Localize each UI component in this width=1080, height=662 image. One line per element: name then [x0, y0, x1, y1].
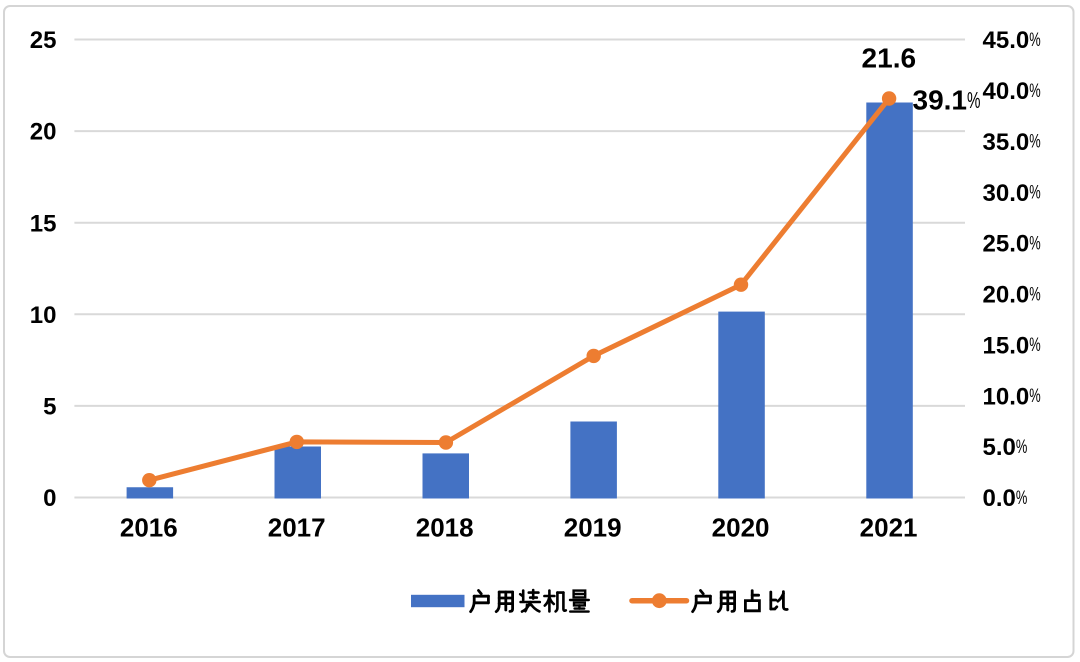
svg-text:2019: 2019 — [564, 513, 622, 543]
svg-text:%: % — [1029, 283, 1041, 305]
svg-text:%: % — [1016, 486, 1028, 508]
svg-text:0: 0 — [43, 485, 56, 512]
svg-text:%: % — [1029, 79, 1041, 101]
svg-text:%: % — [1029, 181, 1041, 203]
svg-text:20.0: 20.0 — [983, 282, 1030, 309]
svg-text:21.6: 21.6 — [862, 43, 917, 74]
svg-text:2018: 2018 — [416, 513, 474, 543]
svg-text:%: % — [1029, 333, 1041, 355]
svg-text:%: % — [1029, 28, 1041, 50]
svg-text:35.0: 35.0 — [983, 129, 1030, 156]
svg-text:%: % — [1016, 435, 1028, 457]
svg-text:15: 15 — [30, 210, 57, 237]
svg-text:40.0: 40.0 — [983, 78, 1030, 105]
svg-text:10.0: 10.0 — [983, 383, 1030, 410]
svg-text:15.0: 15.0 — [983, 332, 1030, 359]
svg-text:25: 25 — [30, 27, 57, 54]
svg-text:10: 10 — [30, 302, 57, 329]
svg-text:25.0: 25.0 — [983, 231, 1030, 258]
svg-text:%: % — [1029, 232, 1041, 254]
svg-text:0.0: 0.0 — [983, 485, 1016, 512]
svg-text:30.0: 30.0 — [983, 180, 1030, 207]
svg-text:2020: 2020 — [712, 513, 770, 543]
svg-text:5: 5 — [43, 394, 56, 421]
svg-text:2016: 2016 — [120, 513, 178, 543]
svg-text:%: % — [1029, 130, 1041, 152]
svg-text:%: % — [1029, 384, 1041, 406]
svg-text:2021: 2021 — [860, 513, 918, 543]
svg-text:2017: 2017 — [268, 513, 326, 543]
svg-text:20: 20 — [30, 119, 57, 146]
svg-text:5.0: 5.0 — [983, 434, 1016, 461]
svg-text:45.0: 45.0 — [983, 27, 1030, 54]
svg-text:39.1: 39.1 — [913, 84, 968, 115]
svg-text:%: % — [967, 88, 980, 114]
